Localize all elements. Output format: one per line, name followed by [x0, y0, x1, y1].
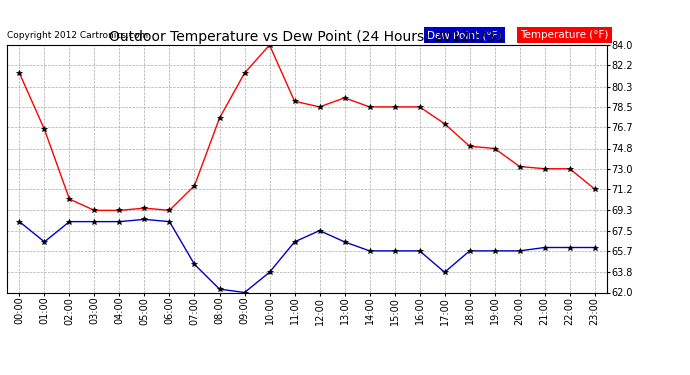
- Text: Dew Point (°F): Dew Point (°F): [427, 30, 502, 40]
- Text: Copyright 2012 Cartronics.com: Copyright 2012 Cartronics.com: [7, 31, 148, 40]
- Text: Temperature (°F): Temperature (°F): [520, 30, 609, 40]
- Title: Outdoor Temperature vs Dew Point (24 Hours) 20120731: Outdoor Temperature vs Dew Point (24 Hou…: [110, 30, 504, 44]
